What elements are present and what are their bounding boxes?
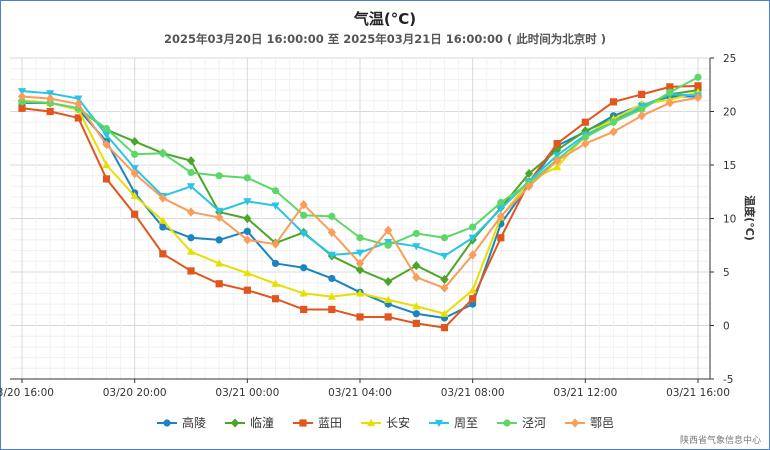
legend-swatch-marker — [503, 418, 511, 427]
legend-swatch — [156, 418, 177, 427]
legend-label: 鄠邑 — [590, 416, 615, 430]
chart-title: 气温(°C) — [353, 10, 417, 28]
credit-text: 陕西省气象信息中心 — [679, 436, 761, 446]
legend-item[interactable]: 长安 — [360, 414, 410, 431]
legend-swatch-marker — [299, 418, 307, 427]
legend-label: 临潼 — [249, 416, 274, 430]
legend-swatch — [224, 417, 245, 428]
legend-swatch-marker — [366, 418, 376, 426]
legend-swatch — [292, 418, 313, 427]
legend-item[interactable]: 临潼 — [224, 414, 274, 431]
legend-swatch — [497, 418, 518, 427]
legend-item[interactable]: 泾河 — [496, 414, 546, 431]
legend-item[interactable]: 周至 — [428, 414, 478, 431]
legend-label: 周至 — [454, 416, 479, 430]
legend-swatch — [429, 419, 449, 427]
legend-swatch — [565, 417, 586, 428]
legend-swatch — [360, 418, 381, 426]
legend-swatch-marker — [570, 417, 580, 428]
legend: 高陵 临潼 蓝田 长安 周至 泾河 鄠邑 — [0, 414, 770, 431]
legend-swatch-marker — [163, 418, 171, 427]
legend-label: 泾河 — [522, 416, 547, 430]
chart-subtitle: 2025年03月20日 16:00:00 至 2025年03月21日 16:00… — [164, 32, 606, 46]
legend-item[interactable]: 高陵 — [156, 414, 206, 431]
legend-label: 蓝田 — [317, 416, 342, 430]
legend-label: 高陵 — [181, 416, 206, 430]
legend-swatch-marker — [434, 419, 444, 427]
legend-item[interactable]: 鄠邑 — [564, 414, 614, 431]
legend-label: 长安 — [385, 416, 410, 430]
legend-item[interactable]: 蓝田 — [292, 414, 342, 431]
legend-swatch-marker — [230, 417, 240, 428]
